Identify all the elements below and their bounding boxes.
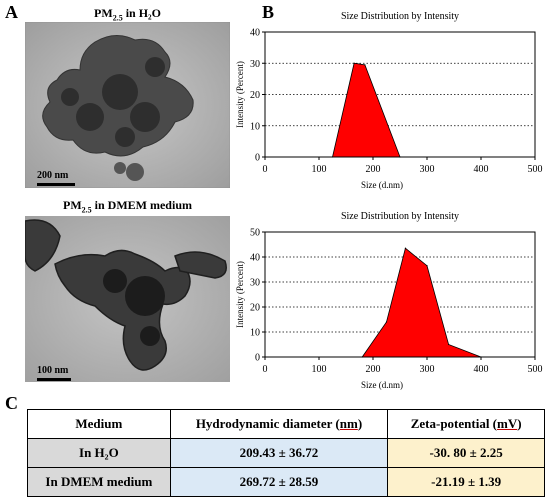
cell-medium: In DMEM medium [27,467,171,497]
data-point [404,247,406,249]
data-point [448,343,450,346]
x-axis-label: Size (d.nm) [361,180,403,190]
summary-table: Medium Hydrodynamic diameter (nm) Zeta-p… [27,409,545,497]
size-distribution-chart-h2o: Size Distribution by Intensity0102030400… [235,11,543,190]
distribution-area [361,247,482,358]
table-header-row: Medium Hydrodynamic diameter (nm) Zeta-p… [27,409,545,439]
y-axis-label: Intensity (Percent) [235,261,245,328]
y-tick-label: 10 [250,121,260,132]
tem-bottom-scale-label: 100 nm [37,365,69,376]
x-tick-label: 500 [528,364,543,375]
table-row: In H₂O 209.43 ± 36.72 -30. 80 ± 2.25 [27,438,545,468]
y-tick-label: 0 [255,153,260,164]
chart-title: Size Distribution by Intensity [341,211,459,222]
chart-title: Size Distribution by Intensity [341,11,459,22]
header-medium: Medium [27,409,171,439]
data-point [426,265,428,267]
x-tick-label: 200 [366,364,381,375]
cell-zeta: -21.19 ± 1.39 [387,467,545,497]
cell-zeta: -30. 80 ± 2.25 [387,438,545,468]
x-tick-label: 100 [312,164,327,175]
table-row: In DMEM medium 269.72 ± 28.59 -21.19 ± 1… [27,467,545,497]
tem-top-title: PM2.5 in H₂O [94,6,161,23]
x-tick-label: 300 [420,364,435,375]
tem-top-scale-bar [37,183,75,186]
unit-text: nm [339,416,358,431]
cell-diameter: 209.43 ± 36.72 [169,438,389,468]
data-point [353,62,355,64]
x-tick-label: 200 [366,164,381,175]
panel-label-b: B [262,2,275,22]
y-tick-label: 0 [255,353,260,364]
distribution-area [331,62,401,158]
x-tick-label: 400 [474,164,489,175]
x-tick-label: 0 [263,364,268,375]
panel-label-a: A [5,2,18,22]
tem-bottom-title: PM2.5 in DMEM medium [63,198,192,215]
cell-diameter: 269.72 ± 28.59 [169,467,389,497]
y-tick-label: 30 [250,278,260,289]
plot-frame [264,31,536,158]
x-tick-label: 300 [420,164,435,175]
x-tick-label: 0 [263,164,268,175]
y-tick-label: 20 [250,90,260,101]
x-tick-label: 100 [312,364,327,375]
y-tick-label: 10 [250,328,260,339]
tem-bottom-scale-bar [37,378,71,381]
tem-top-scale-label: 200 nm [37,170,69,181]
cell-medium: In H₂O [27,438,171,468]
y-tick-label: 40 [250,28,260,39]
y-tick-label: 50 [250,228,260,239]
size-distribution-chart-dmem: Size Distribution by Intensity 0 10 20 30 40 5… [235,211,543,390]
data-point [364,64,366,66]
y-tick-label: 20 [250,303,260,314]
panel-label-c: C [5,393,18,413]
data-point [385,321,388,323]
x-axis-label: Size (d.nm) [361,380,403,390]
unit-text: mV [497,416,518,431]
tem-image-h2o [25,22,230,188]
y-tick-label: 30 [250,59,260,70]
header-zeta-potential: Zeta-potential (mV) [387,409,545,439]
y-tick-label: 40 [250,253,260,264]
plot-frame [264,231,536,358]
header-hydrodynamic-diameter: Hydrodynamic diameter (nm) [169,409,389,439]
x-tick-label: 400 [474,364,489,375]
y-axis-label: Intensity (Percent) [235,61,245,128]
tem-image-dmem [25,216,230,382]
x-tick-label: 500 [528,164,543,175]
